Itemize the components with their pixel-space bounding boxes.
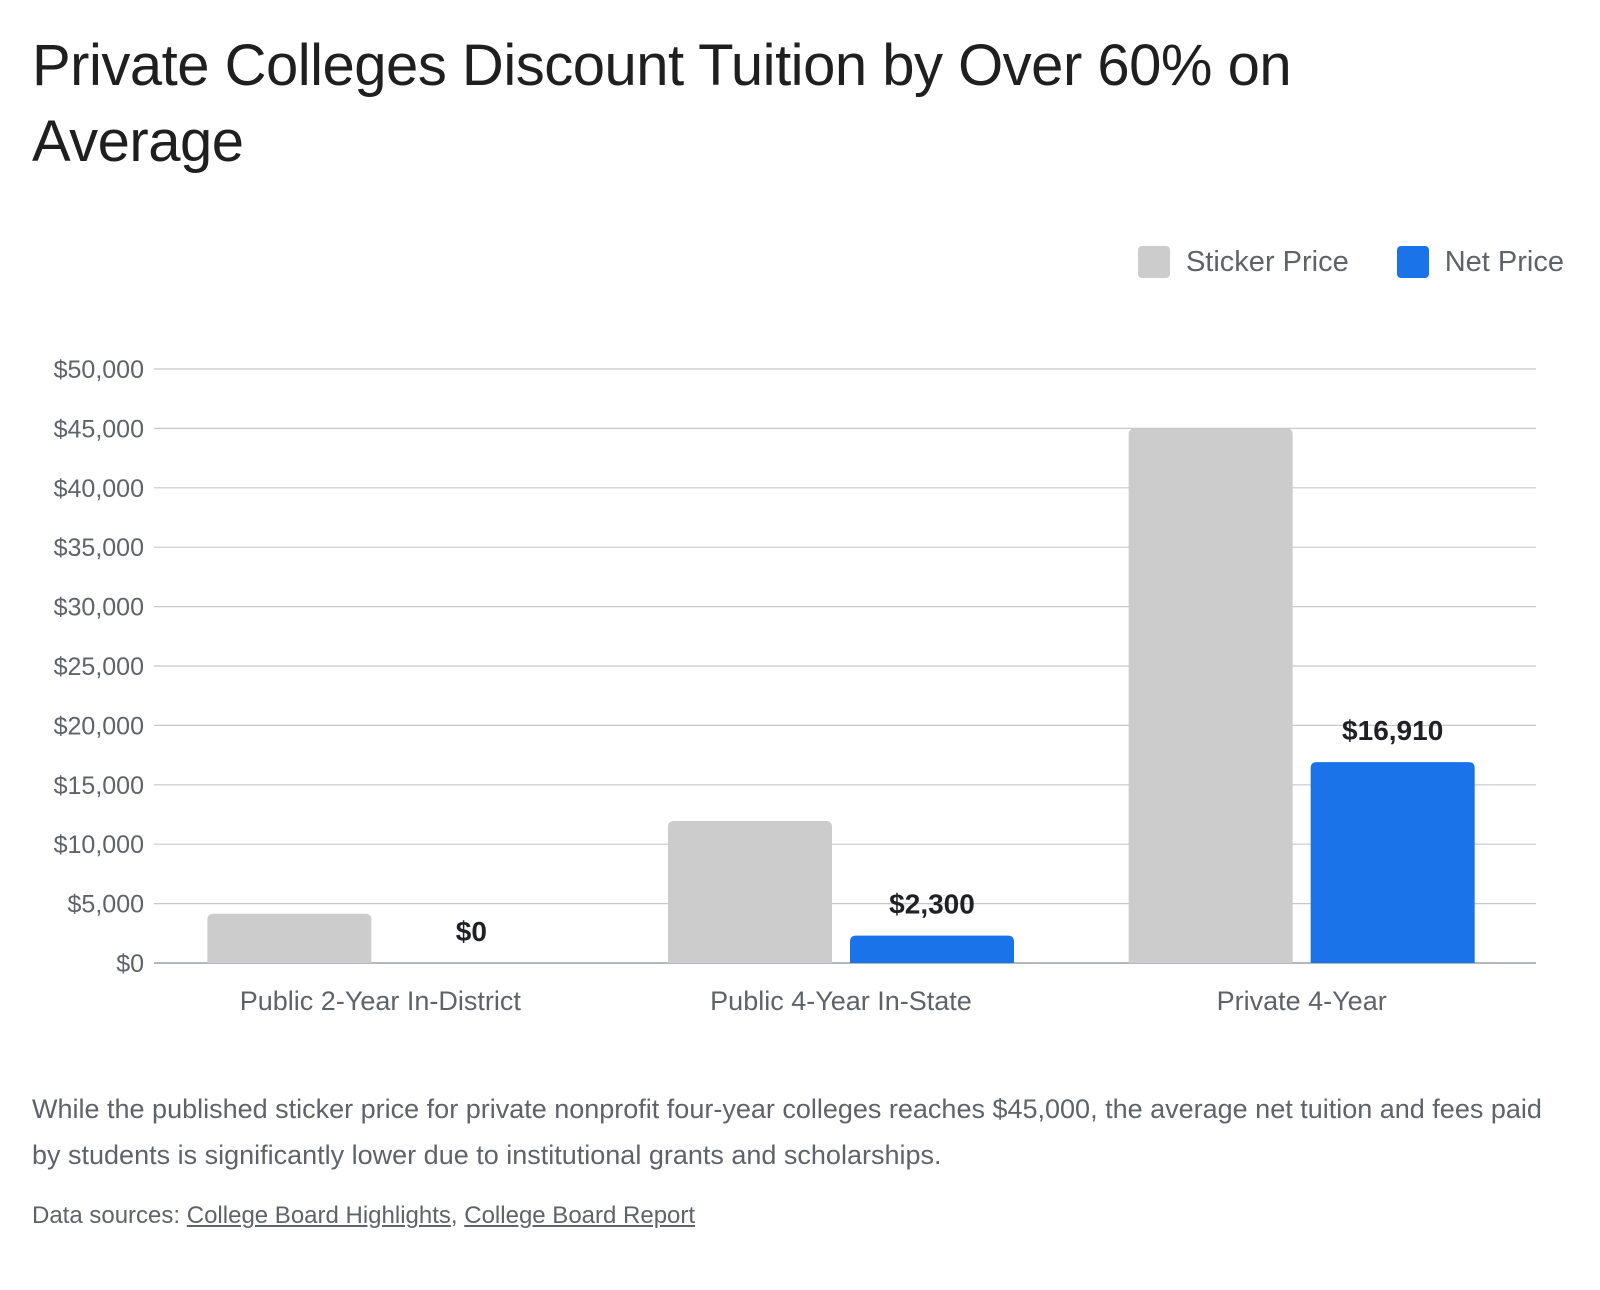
sources-prefix: Data sources:	[32, 1202, 181, 1229]
legend-item-net-price: Net Price	[1396, 245, 1564, 279]
source-link-highlights[interactable]: College Board Highlights	[186, 1202, 451, 1229]
y-tick-label: $0	[116, 950, 144, 978]
bar-net-price	[850, 935, 1014, 963]
legend-item-sticker-price: Sticker Price	[1137, 245, 1349, 279]
y-tick-label: $40,000	[54, 475, 144, 503]
y-tick-label: $20,000	[54, 712, 144, 740]
source-link-report[interactable]: College Board Report	[464, 1202, 696, 1229]
y-tick-label: $45,000	[54, 415, 144, 443]
legend-swatch-net-price	[1396, 246, 1429, 278]
legend-label-sticker-price: Sticker Price	[1185, 245, 1349, 278]
data-label: $16,910	[1342, 715, 1443, 746]
chart-description: While the published sticker price for pr…	[32, 1094, 1542, 1170]
data-label: $0	[456, 916, 487, 947]
x-tick-label: Public 4-Year In-State	[710, 986, 972, 1016]
y-tick-label: $25,000	[54, 653, 144, 681]
bar-chart: $0 $5,000 $10,000 $15,000 $20,000 $25,000 $30,…	[54, 356, 1536, 1016]
y-tick-label: $5,000	[68, 891, 144, 919]
chart-title: Private Colleges Discount Tuition by Ove…	[32, 33, 1292, 174]
bar-sticker-price	[668, 821, 832, 963]
y-tick-label: $35,000	[54, 534, 144, 562]
x-tick-label: Public 2-Year In-District	[240, 986, 522, 1016]
bar-sticker-price	[207, 913, 372, 963]
bar-net-price	[1310, 762, 1475, 963]
y-tick-label: $10,000	[54, 831, 144, 859]
legend: Sticker Price Net Price	[1137, 242, 1564, 282]
bar-sticker-price	[1128, 428, 1293, 963]
x-tick-label: Private 4-Year	[1217, 986, 1387, 1016]
data-sources: Data sources: College Board Highlights, …	[32, 1198, 695, 1234]
y-tick-label: $15,000	[54, 772, 144, 800]
data-label: $2,300	[889, 889, 975, 920]
y-tick-label: $50,000	[54, 356, 144, 384]
legend-swatch-sticker-price	[1137, 246, 1170, 278]
y-tick-label: $30,000	[54, 594, 144, 622]
sources-separator: ,	[450, 1202, 458, 1229]
legend-label-net-price: Net Price	[1444, 245, 1564, 278]
